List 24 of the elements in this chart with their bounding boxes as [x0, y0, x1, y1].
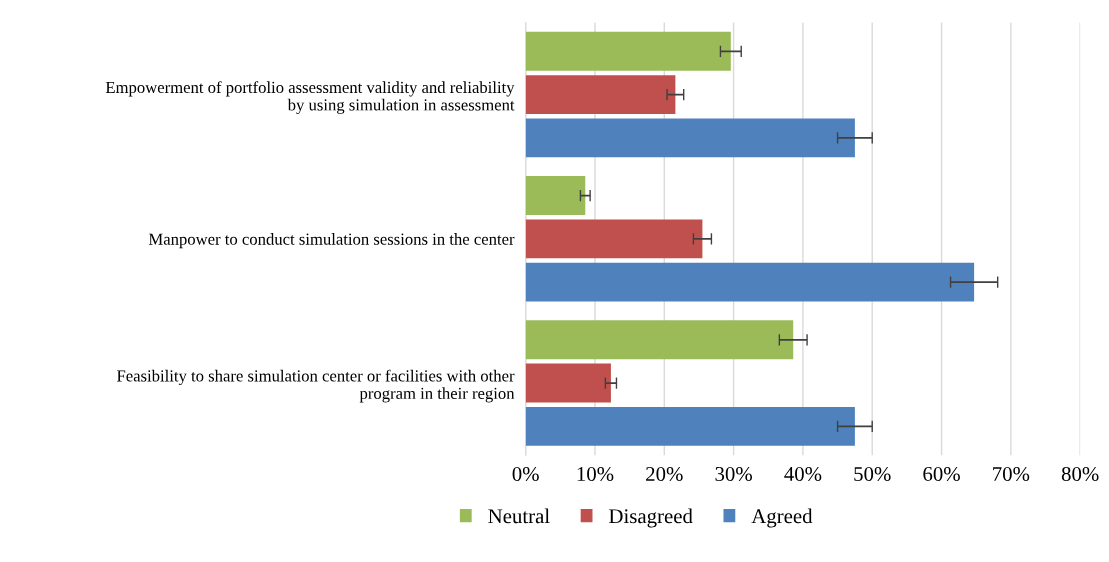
bar: [525, 363, 611, 403]
y-tick-label: Empowerment of portfolio assessment validity and reliability by using simulation in assessment: [105, 81, 515, 114]
x-tick-label: 30%: [715, 466, 752, 482]
y-tick-label: Manpower to conduct simulation sessions in the center: [148, 233, 515, 249]
legend-label: Neutral: [488, 508, 550, 524]
x-tick-label: 70%: [993, 466, 1030, 482]
bar: [525, 75, 676, 115]
bar: [525, 219, 703, 259]
x-tick-label: 10%: [577, 466, 614, 482]
legend-label: Agreed: [751, 508, 813, 528]
x-tick-label: 40%: [784, 466, 822, 482]
y-tick-label: Feasibility to share simulation center or facilities with other program in their region: [116, 369, 515, 403]
x-tick-label: 50%: [854, 466, 891, 482]
bar: [525, 406, 855, 446]
bar: [525, 262, 975, 302]
bar: [525, 320, 794, 360]
x-tick-label: 60%: [923, 466, 960, 482]
bar: [525, 118, 855, 158]
bar: [525, 31, 731, 71]
x-tick-label: 80%: [1061, 466, 1099, 482]
bar: [525, 176, 586, 216]
x-tick-label: 20%: [646, 466, 683, 482]
x-tick-label: 0%: [512, 466, 539, 482]
legend-label: Disagreed: [609, 508, 693, 528]
